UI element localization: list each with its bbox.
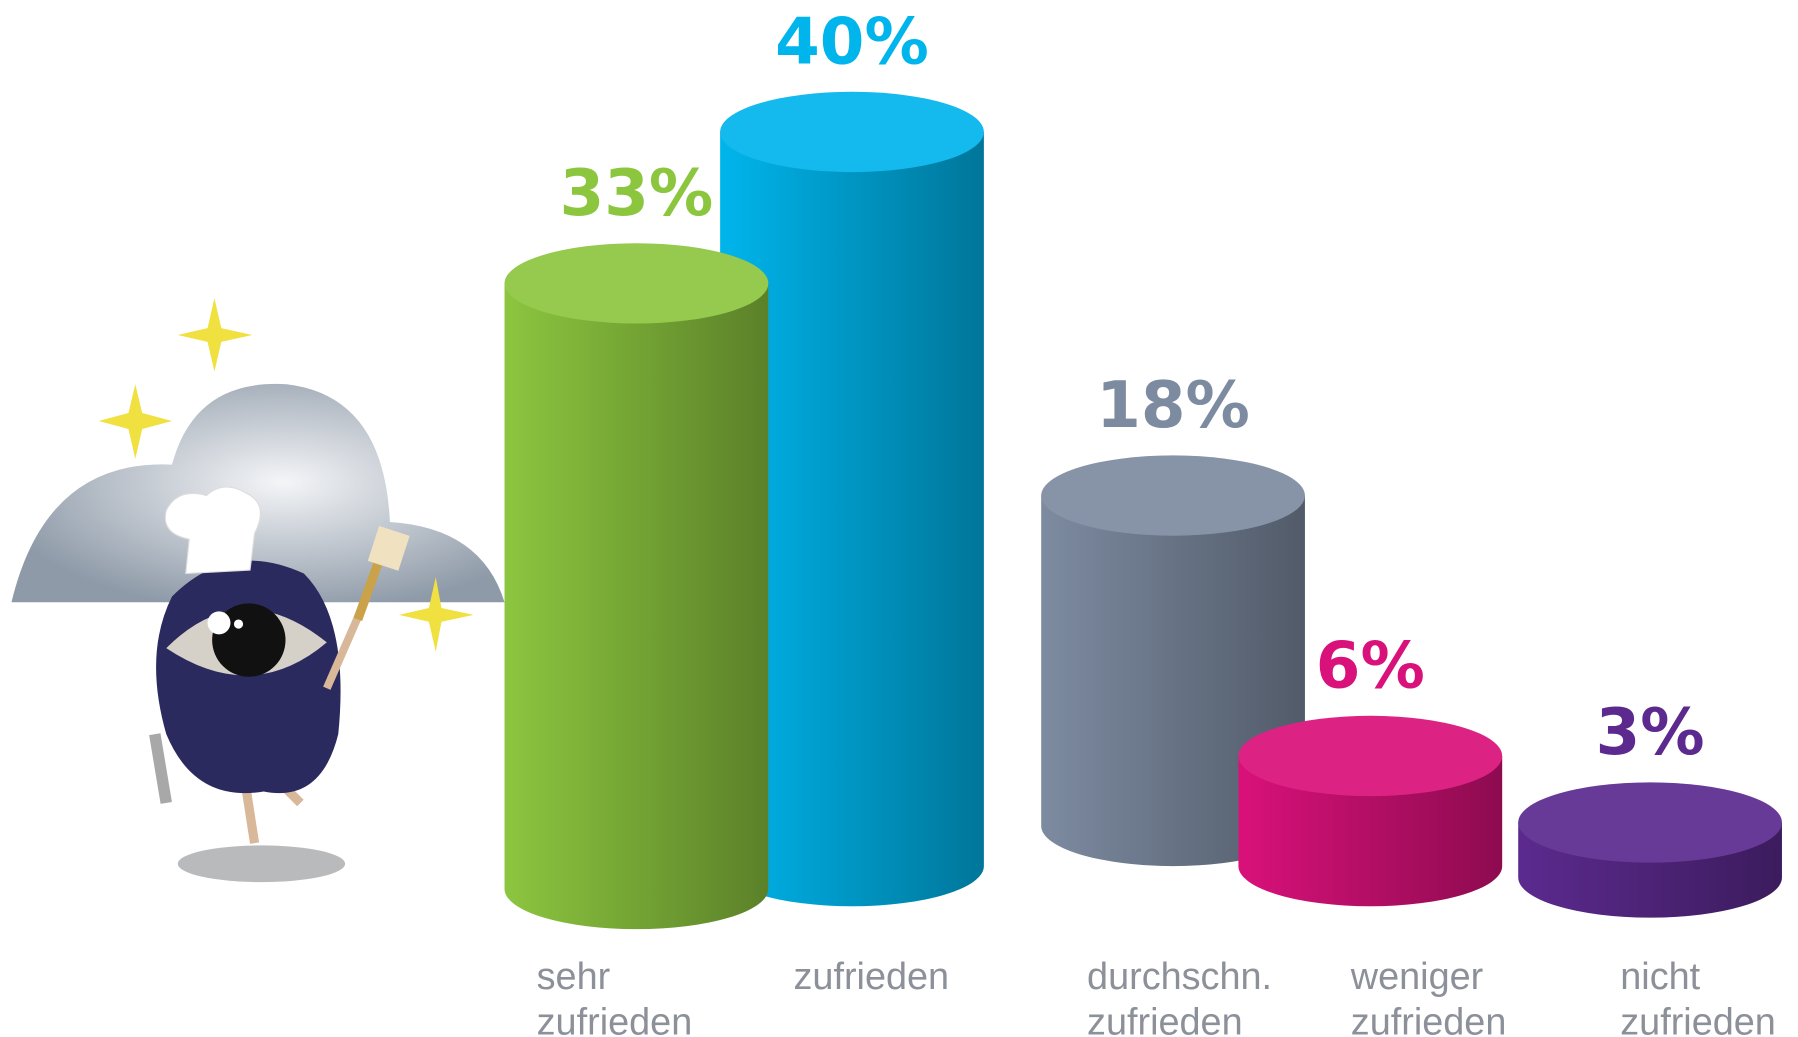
value-label: 33%	[560, 156, 714, 231]
value-label: 40%	[775, 4, 929, 79]
value-label: 3%	[1596, 695, 1705, 770]
page: {"chart_data": {"type": "bar", "categori…	[0, 0, 1798, 1037]
mascot-illustration	[11, 298, 504, 882]
chart: 40% 33% 18% 6% 3% sehrzufrieden zufrieden durch…	[0, 0, 1798, 1037]
value-label: 18%	[1096, 368, 1250, 443]
bar-top-highlight	[505, 243, 769, 323]
category-label: zufrieden	[794, 956, 950, 998]
cylinder	[1238, 716, 1502, 906]
bar-top-highlight	[1518, 782, 1782, 862]
bar-top-highlight	[1041, 455, 1305, 535]
bar-top-highlight	[720, 92, 984, 172]
category-label: durchschn.zufrieden	[1087, 956, 1272, 1037]
value-label: 6%	[1316, 628, 1425, 703]
cylinder	[505, 243, 769, 929]
cylinder	[1518, 782, 1782, 917]
bar-top-highlight	[1238, 716, 1502, 796]
bar-shade	[505, 283, 769, 929]
